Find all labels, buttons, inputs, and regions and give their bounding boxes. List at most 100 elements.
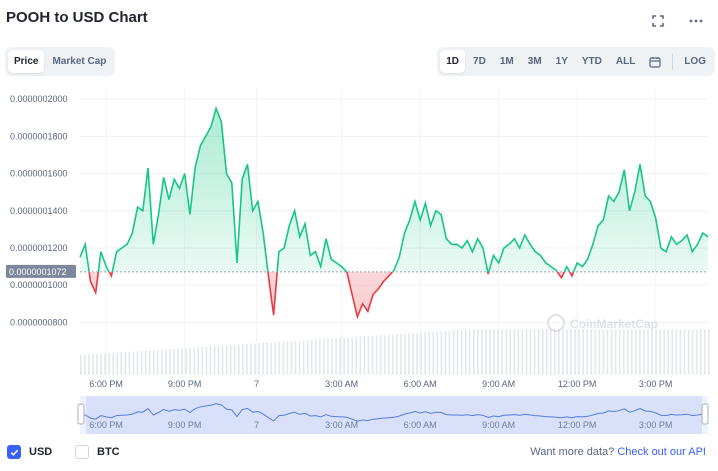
price-chart[interactable]: 0.0000002000 0.0000001800 0.0000001600 0.00… xyxy=(0,80,718,440)
volume-bar xyxy=(120,352,123,375)
volume-bar xyxy=(675,329,678,375)
volume-bar xyxy=(444,330,447,375)
footer: USD BTC Want more data? Check out our AP… xyxy=(0,442,718,464)
volume-bar xyxy=(173,348,175,375)
navigator-x-label: 3:00 PM xyxy=(639,420,673,430)
currency-btc[interactable]: BTC xyxy=(75,445,120,459)
volume-bar xyxy=(209,346,212,375)
volume-bar xyxy=(193,347,196,375)
range-ytd[interactable]: YTD xyxy=(581,56,602,67)
btc-checkbox[interactable] xyxy=(75,445,89,459)
volume-bar xyxy=(242,344,244,375)
svg-text:CoinMarketCap: CoinMarketCap xyxy=(570,317,658,331)
volume-bar xyxy=(464,329,467,375)
y-tick-label: 0.0000001600 xyxy=(10,169,68,179)
volume-bar xyxy=(400,333,402,375)
volume-bar xyxy=(233,344,236,375)
currency-usd[interactable]: USD xyxy=(7,445,52,459)
x-tick-label: 3:00 PM xyxy=(639,379,673,389)
fullscreen-icon[interactable] xyxy=(650,13,666,29)
volume-bar xyxy=(156,349,159,375)
volume-bar xyxy=(229,345,232,375)
range-1m[interactable]: 1M xyxy=(499,56,514,67)
range-all[interactable]: ALL xyxy=(615,56,636,67)
volume-bar xyxy=(282,341,285,375)
volume-bar xyxy=(396,334,398,375)
navigator-x-label: 12:00 PM xyxy=(558,420,597,430)
more-icon[interactable] xyxy=(688,13,704,29)
volume-bar xyxy=(594,329,597,375)
log-scale-button[interactable]: LOG xyxy=(684,56,706,67)
volume-bar xyxy=(132,351,135,375)
volume-bar xyxy=(343,337,345,375)
volume-bar xyxy=(643,329,645,375)
volume-bar xyxy=(432,331,435,375)
volume-bar xyxy=(391,334,394,375)
volume-bar xyxy=(278,341,281,375)
price-area-up xyxy=(80,108,708,272)
volume-bar xyxy=(631,329,633,375)
volume-bar xyxy=(379,335,382,375)
more-data-text: Want more data? xyxy=(530,446,615,458)
volume-bar xyxy=(558,329,560,375)
volume-bar xyxy=(274,342,277,375)
volume-bar xyxy=(258,343,260,375)
tab-market-cap[interactable]: Market Cap xyxy=(52,56,107,67)
volume-bar xyxy=(549,329,552,375)
volume-bar xyxy=(699,329,702,375)
volume-bar xyxy=(679,329,682,375)
volume-bar xyxy=(100,353,102,375)
range-7d[interactable]: 7D xyxy=(473,56,486,67)
volume-bar xyxy=(626,329,629,375)
volume-bar xyxy=(185,348,187,375)
volume-bar xyxy=(92,354,94,375)
volume-bar xyxy=(367,335,370,375)
volume-bar xyxy=(590,329,593,375)
volume-bar xyxy=(481,329,483,375)
volume-bar xyxy=(404,333,406,375)
tab-price[interactable]: Price xyxy=(8,50,45,73)
volume-bar xyxy=(416,332,418,375)
volume-bar xyxy=(493,329,495,375)
range-divider xyxy=(672,53,674,70)
x-tick-label: 3:00 AM xyxy=(325,379,358,389)
range-1y[interactable]: 1Y xyxy=(555,56,568,67)
volume-bar xyxy=(622,329,625,375)
more-data-prompt: Want more data? Check out our API xyxy=(530,446,706,458)
x-tick-label: 12:00 PM xyxy=(558,379,597,389)
volume-bar xyxy=(165,349,167,375)
volume-bar xyxy=(124,352,127,375)
volume-bar xyxy=(687,329,690,375)
volume-bar xyxy=(554,329,556,375)
volume-bar xyxy=(537,329,540,375)
volume-bar xyxy=(84,354,86,375)
volume-bar xyxy=(655,329,657,375)
y-tick-label: 0.0000001400 xyxy=(10,206,68,216)
volume-bar xyxy=(136,351,139,375)
volume-bar xyxy=(335,338,337,375)
navigator-x-label: 7 xyxy=(254,420,259,430)
volume-bar xyxy=(359,336,362,375)
price-line-up xyxy=(79,106,709,272)
navigator-selection xyxy=(86,396,702,434)
range-3m[interactable]: 3M xyxy=(527,56,542,67)
volume-bar xyxy=(533,329,536,375)
volume-bar xyxy=(286,341,289,375)
volume-bar xyxy=(108,353,110,375)
navigator-handle-right xyxy=(701,403,709,425)
usd-checkbox[interactable] xyxy=(7,445,21,459)
calendar-icon[interactable] xyxy=(643,50,667,73)
volume-bar xyxy=(246,343,248,375)
volume-bar xyxy=(456,330,459,375)
svg-text:0.0000001072: 0.0000001072 xyxy=(9,267,67,277)
volume-bar xyxy=(375,335,378,375)
volume-bar xyxy=(302,340,305,375)
range-1d[interactable]: 1D xyxy=(440,50,466,73)
volume-bar xyxy=(294,340,297,375)
volume-bar xyxy=(306,339,309,375)
volume-bar xyxy=(363,336,366,375)
api-link[interactable]: Check out our API xyxy=(617,446,706,458)
reference-label: 0.0000001072 xyxy=(6,264,76,278)
volume-bar xyxy=(452,330,455,375)
navigator-x-label: 6:00 PM xyxy=(89,420,123,430)
